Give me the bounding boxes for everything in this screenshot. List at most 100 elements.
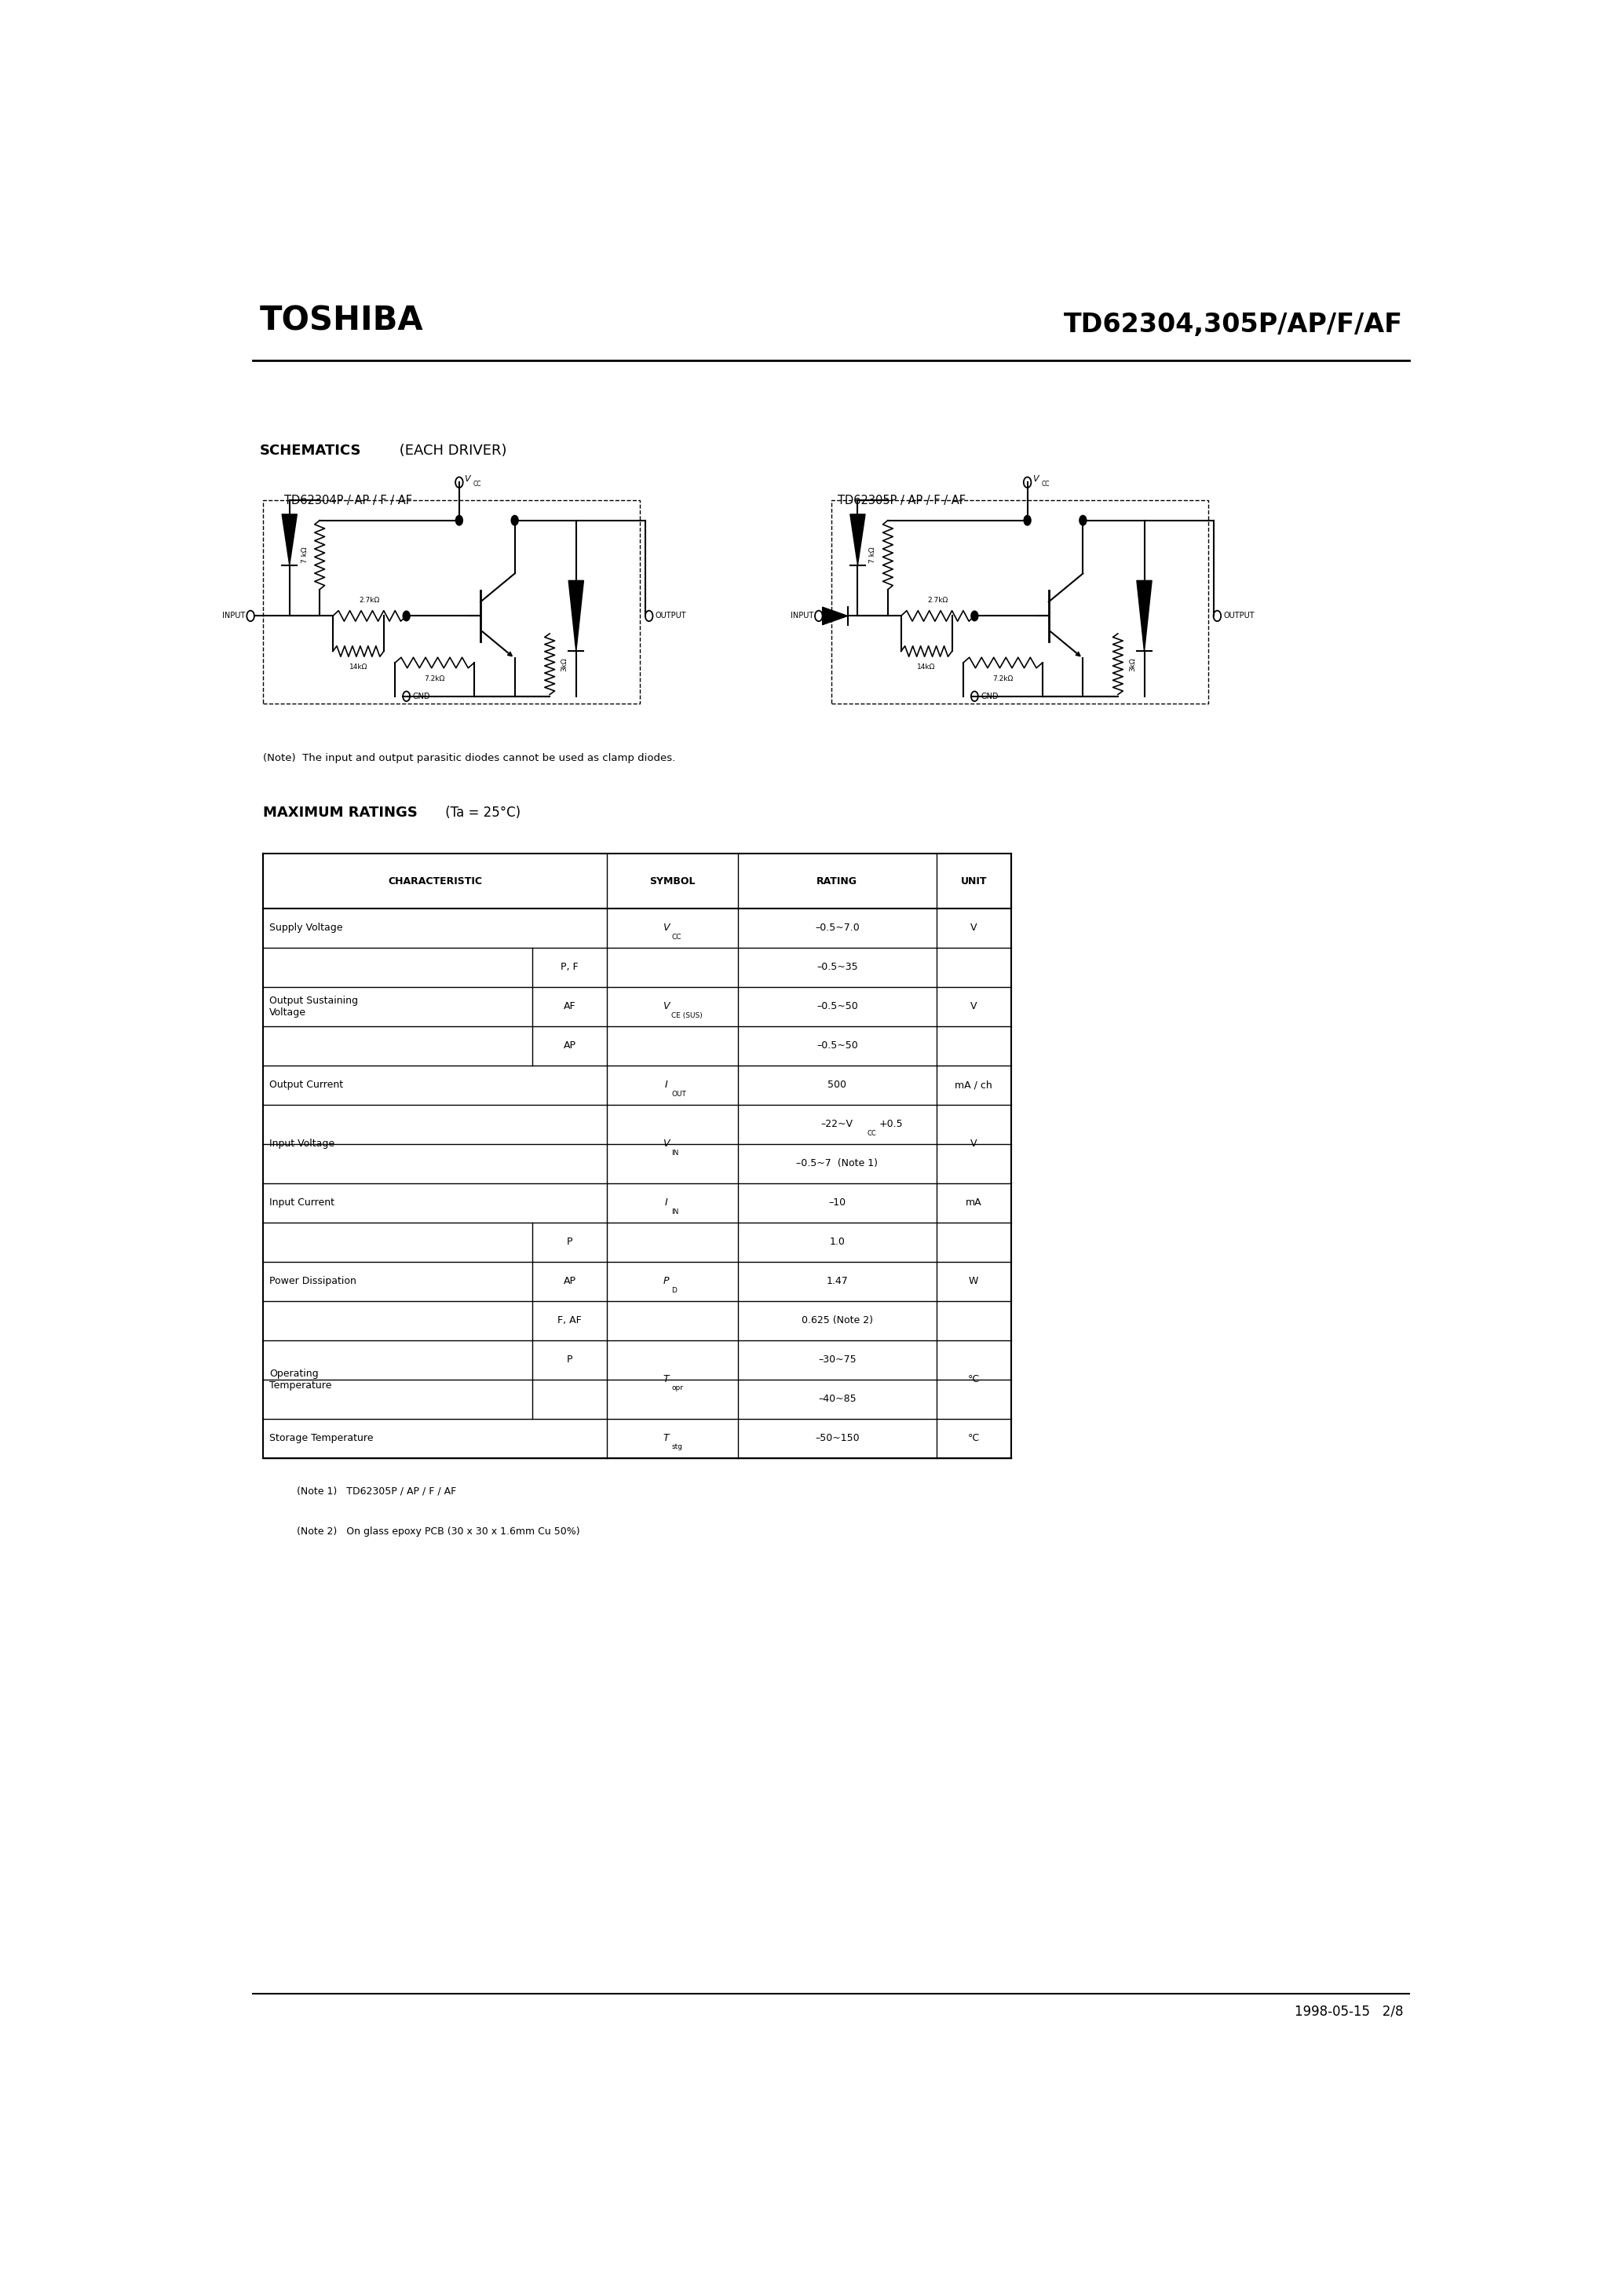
- Text: Output Sustaining
Voltage: Output Sustaining Voltage: [269, 996, 358, 1017]
- Circle shape: [1079, 514, 1087, 526]
- Text: V: V: [970, 1139, 976, 1148]
- Text: IN: IN: [672, 1150, 678, 1157]
- Text: (Ta = 25°C): (Ta = 25°C): [441, 806, 521, 820]
- Text: (Note)  The input and output parasitic diodes cannot be used as clamp diodes.: (Note) The input and output parasitic di…: [263, 753, 675, 762]
- Text: V: V: [663, 1001, 670, 1013]
- Text: RATING: RATING: [817, 877, 858, 886]
- Text: 7 kΩ: 7 kΩ: [869, 546, 876, 563]
- Text: Storage Temperature: Storage Temperature: [269, 1433, 373, 1444]
- Text: Input Voltage: Input Voltage: [269, 1139, 334, 1148]
- Circle shape: [511, 514, 519, 526]
- Text: INPUT: INPUT: [790, 613, 814, 620]
- Circle shape: [972, 611, 978, 620]
- Text: OUTPUT: OUTPUT: [655, 613, 686, 620]
- Polygon shape: [1137, 581, 1152, 652]
- Text: AF: AF: [563, 1001, 576, 1013]
- Text: –30~75: –30~75: [817, 1355, 856, 1364]
- Text: 500: 500: [827, 1079, 847, 1091]
- Text: V: V: [464, 475, 470, 482]
- Text: –22~V: –22~V: [821, 1118, 853, 1130]
- Text: –10: –10: [829, 1199, 845, 1208]
- Text: UNIT: UNIT: [960, 877, 986, 886]
- Text: 3kΩ: 3kΩ: [1129, 657, 1137, 670]
- Polygon shape: [822, 606, 848, 625]
- Text: TD62304P / AP / F / AF: TD62304P / AP / F / AF: [284, 494, 412, 507]
- Text: 7.2kΩ: 7.2kΩ: [993, 675, 1014, 682]
- Circle shape: [1023, 514, 1032, 526]
- Text: TOSHIBA: TOSHIBA: [260, 305, 423, 338]
- Text: V: V: [663, 923, 670, 932]
- Text: (EACH DRIVER): (EACH DRIVER): [396, 443, 508, 457]
- Text: TD62305P / AP / F / AF: TD62305P / AP / F / AF: [837, 494, 965, 507]
- Text: I: I: [665, 1199, 668, 1208]
- Text: Power Dissipation: Power Dissipation: [269, 1277, 357, 1286]
- Bar: [832, 501, 1208, 703]
- Text: F, AF: F, AF: [558, 1316, 582, 1325]
- Text: V: V: [970, 1001, 976, 1013]
- Text: SYMBOL: SYMBOL: [650, 877, 696, 886]
- Text: CC: CC: [1041, 480, 1049, 487]
- Text: 3kΩ: 3kΩ: [561, 657, 568, 670]
- Text: CC: CC: [474, 480, 482, 487]
- Text: –0.5~7  (Note 1): –0.5~7 (Note 1): [796, 1159, 878, 1169]
- Text: Input Current: Input Current: [269, 1199, 334, 1208]
- Text: mA: mA: [965, 1199, 981, 1208]
- Text: 0.625 (Note 2): 0.625 (Note 2): [801, 1316, 873, 1325]
- Text: P: P: [566, 1238, 573, 1247]
- Text: TD62304,305P/AP/F/AF: TD62304,305P/AP/F/AF: [1064, 312, 1403, 338]
- Text: 14kΩ: 14kΩ: [918, 664, 936, 670]
- Text: OUT: OUT: [672, 1091, 686, 1097]
- Text: 1.0: 1.0: [829, 1238, 845, 1247]
- Text: OUTPUT: OUTPUT: [1223, 613, 1254, 620]
- Text: 2.7kΩ: 2.7kΩ: [928, 597, 949, 604]
- Text: V: V: [1033, 475, 1038, 482]
- Text: Output Current: Output Current: [269, 1079, 344, 1091]
- Text: W: W: [968, 1277, 978, 1286]
- Text: –0.5~50: –0.5~50: [816, 1001, 858, 1013]
- Text: Supply Voltage: Supply Voltage: [269, 923, 342, 932]
- Text: GND: GND: [981, 693, 999, 700]
- Text: mA / ch: mA / ch: [955, 1079, 993, 1091]
- Text: V: V: [970, 923, 976, 932]
- Text: –50~150: –50~150: [814, 1433, 860, 1444]
- Text: I: I: [665, 1079, 668, 1091]
- Text: Operating
Temperature: Operating Temperature: [269, 1368, 331, 1391]
- Text: 1998-05-15   2/8: 1998-05-15 2/8: [1294, 2004, 1403, 2018]
- Text: °C: °C: [968, 1433, 980, 1444]
- Circle shape: [456, 514, 462, 526]
- Text: 14kΩ: 14kΩ: [349, 664, 368, 670]
- Text: (Note 1)   TD62305P / AP / F / AF: (Note 1) TD62305P / AP / F / AF: [297, 1486, 457, 1497]
- Text: AP: AP: [563, 1040, 576, 1052]
- Circle shape: [402, 611, 410, 620]
- Text: CE (SUS): CE (SUS): [672, 1013, 702, 1019]
- Text: GND: GND: [412, 693, 430, 700]
- Text: CHARACTERISTIC: CHARACTERISTIC: [388, 877, 482, 886]
- Text: +0.5: +0.5: [879, 1118, 903, 1130]
- Text: opr: opr: [672, 1384, 683, 1391]
- Text: P: P: [566, 1355, 573, 1364]
- Text: AP: AP: [563, 1277, 576, 1286]
- Text: T: T: [663, 1433, 670, 1444]
- Text: °C: °C: [968, 1375, 980, 1384]
- Text: V: V: [663, 1139, 670, 1148]
- Text: INPUT: INPUT: [222, 613, 245, 620]
- Polygon shape: [569, 581, 584, 652]
- Text: –40~85: –40~85: [817, 1394, 856, 1405]
- Text: MAXIMUM RATINGS: MAXIMUM RATINGS: [263, 806, 417, 820]
- Text: 7.2kΩ: 7.2kΩ: [425, 675, 444, 682]
- Text: –0.5~7.0: –0.5~7.0: [814, 923, 860, 932]
- Text: D: D: [672, 1286, 676, 1293]
- Text: T: T: [663, 1375, 670, 1384]
- Text: CC: CC: [868, 1130, 876, 1137]
- Text: P, F: P, F: [561, 962, 579, 974]
- Text: 7 kΩ: 7 kΩ: [302, 546, 308, 563]
- Text: P: P: [663, 1277, 670, 1286]
- Bar: [263, 501, 641, 703]
- Text: CC: CC: [672, 934, 681, 941]
- Text: IN: IN: [672, 1208, 678, 1215]
- Text: –0.5~35: –0.5~35: [816, 962, 858, 974]
- Polygon shape: [850, 514, 865, 565]
- Text: SCHEMATICS: SCHEMATICS: [260, 443, 362, 457]
- Polygon shape: [282, 514, 297, 565]
- Text: (Note 2)   On glass epoxy PCB (30 x 30 x 1.6mm Cu 50%): (Note 2) On glass epoxy PCB (30 x 30 x 1…: [297, 1527, 581, 1536]
